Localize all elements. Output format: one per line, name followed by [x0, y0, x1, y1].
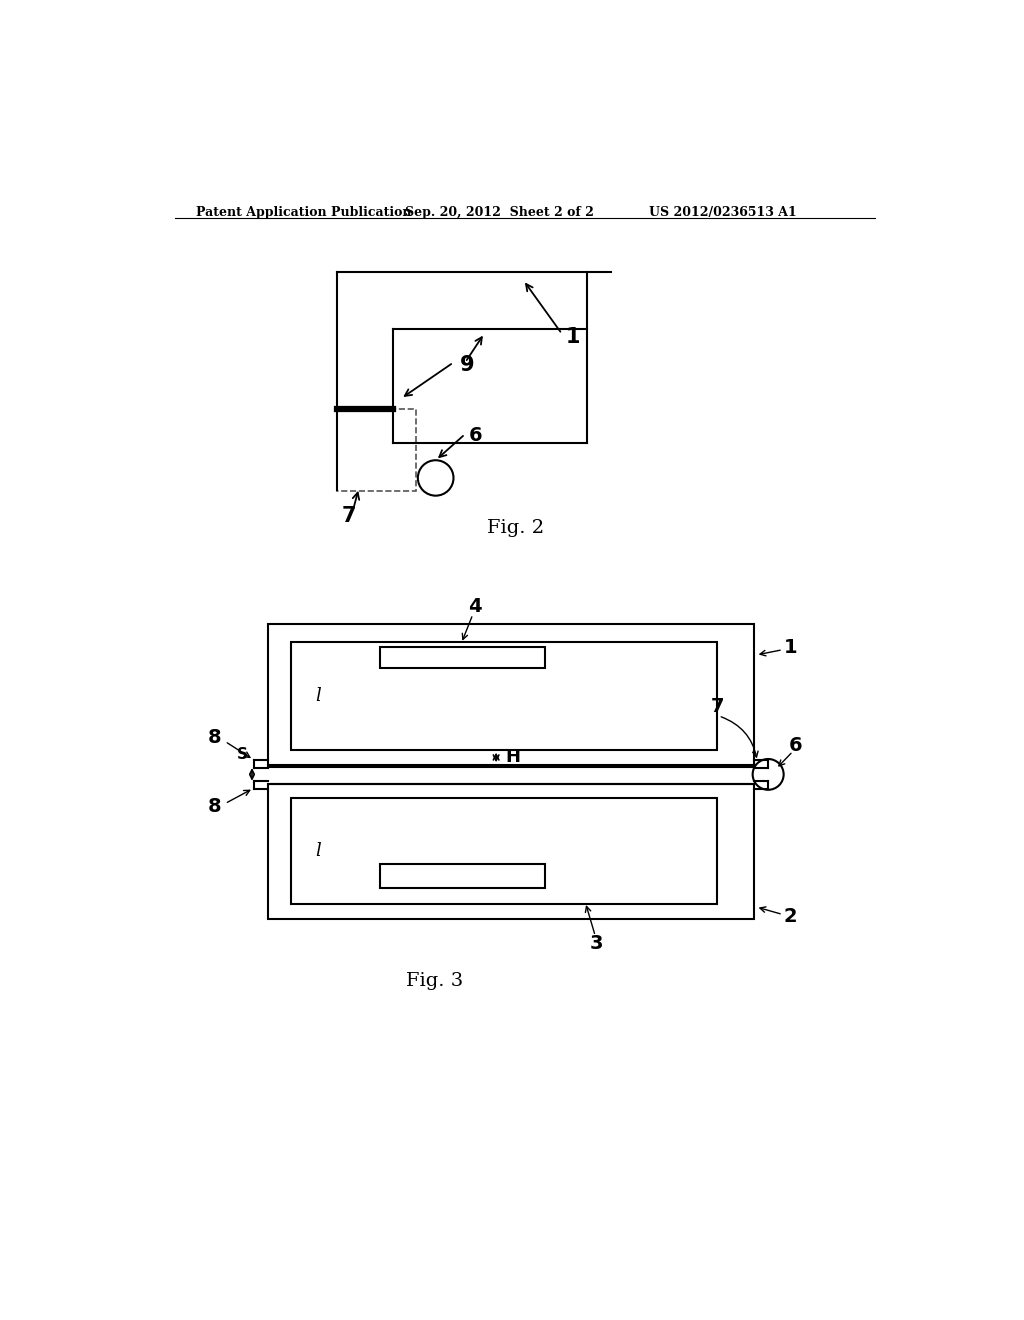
Text: 3: 3	[590, 935, 603, 953]
Text: Fig. 2: Fig. 2	[487, 519, 544, 537]
Text: 8: 8	[208, 797, 221, 816]
Text: 8: 8	[208, 727, 221, 747]
Text: 4: 4	[468, 597, 482, 616]
Bar	[380, 647, 545, 668]
Bar	[380, 863, 545, 888]
Text: 6: 6	[469, 426, 482, 445]
Bar	[291, 642, 717, 750]
Text: 7: 7	[342, 507, 356, 527]
Text: 2: 2	[783, 907, 798, 927]
Text: US 2012/0236513 A1: US 2012/0236513 A1	[649, 206, 797, 219]
Text: l: l	[315, 842, 321, 859]
Text: 7: 7	[711, 697, 724, 717]
Text: S: S	[238, 747, 248, 762]
Bar	[291, 797, 717, 904]
Text: 6: 6	[790, 735, 803, 755]
Text: l: l	[315, 686, 321, 705]
Text: 1: 1	[566, 327, 581, 347]
Bar	[267, 624, 755, 767]
Text: H: H	[506, 748, 520, 767]
Text: Fig. 3: Fig. 3	[406, 972, 463, 990]
Bar	[267, 784, 755, 919]
Text: 9: 9	[460, 355, 474, 375]
Text: Sep. 20, 2012  Sheet 2 of 2: Sep. 20, 2012 Sheet 2 of 2	[406, 206, 594, 219]
Text: 1: 1	[783, 638, 798, 657]
Text: Patent Application Publication: Patent Application Publication	[197, 206, 412, 219]
